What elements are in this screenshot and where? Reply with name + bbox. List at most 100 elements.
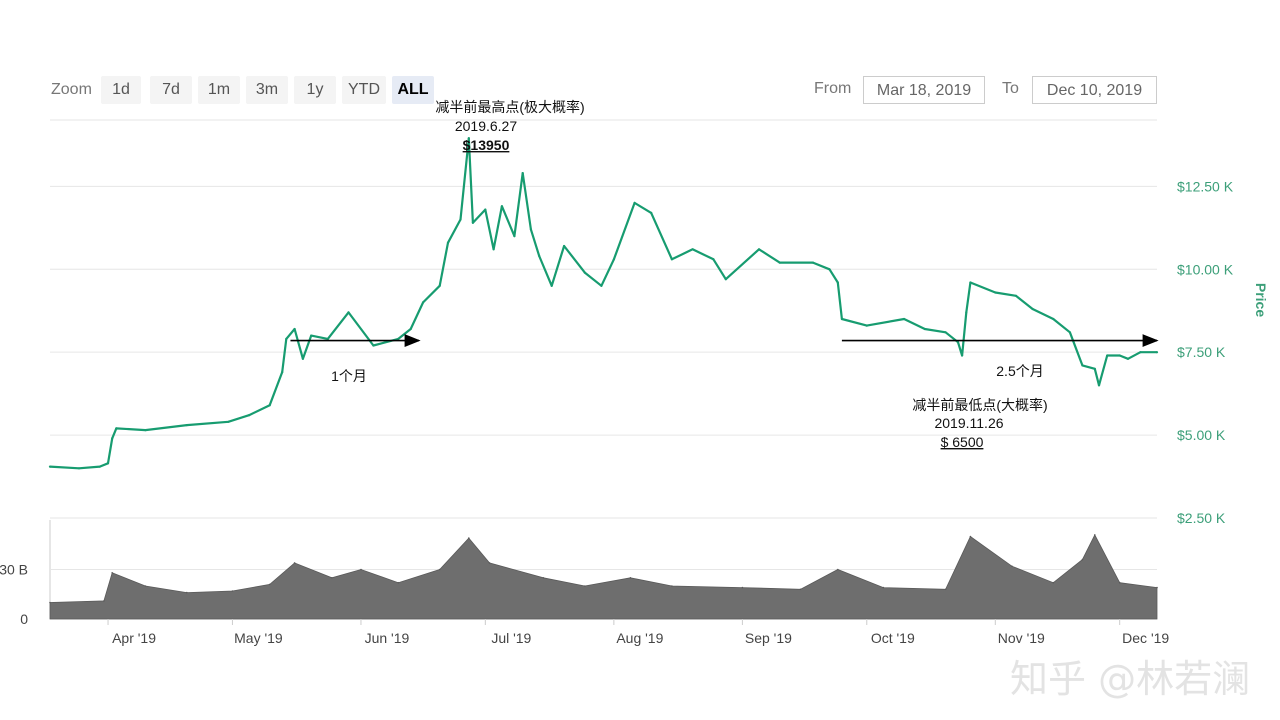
x-tick-label: Dec '19: [1122, 630, 1169, 646]
volume-point: [293, 562, 296, 564]
volume-point: [542, 577, 545, 579]
price-point: [98, 465, 101, 468]
zoom-7d-button[interactable]: 7d: [150, 76, 192, 104]
volume-point: [231, 590, 234, 592]
price-point: [293, 327, 296, 331]
price-point: [1093, 367, 1096, 370]
price-point: [1126, 357, 1130, 360]
price-point: [1052, 317, 1055, 321]
volume-point: [837, 568, 839, 571]
price-point: [492, 248, 495, 251]
price-point: [811, 261, 815, 264]
price-point: [1081, 364, 1084, 367]
price-point: [397, 337, 400, 340]
price-point: [446, 241, 450, 244]
price-point: [326, 337, 329, 340]
price-point: [422, 301, 425, 304]
price-point: [1118, 354, 1121, 357]
volume-area-path: [49, 534, 1158, 620]
price-point: [1155, 351, 1159, 354]
volume-point: [629, 577, 632, 579]
x-tick-label: Apr '19: [112, 630, 156, 646]
price-point: [778, 261, 781, 264]
annotation-low: 减半前最低点(大概率) 2019.11.26 $ 6500: [912, 397, 1047, 450]
price-point: [521, 172, 524, 175]
price-point: [301, 357, 304, 360]
price-point: [227, 420, 230, 423]
price-point: [969, 281, 972, 284]
y-axis-label: Price: [1253, 283, 1269, 317]
volume-point: [488, 562, 491, 564]
volume-point: [741, 586, 744, 589]
to-label: To: [1002, 80, 1019, 97]
price-point: [471, 221, 474, 224]
annotation-high-date: 2019.6.27: [455, 118, 517, 134]
annotation-high-price: $13950: [463, 137, 510, 153]
price-point: [247, 414, 251, 417]
zoom-ytd-button[interactable]: YTD: [342, 76, 386, 104]
price-point: [538, 254, 541, 258]
price-line: [49, 137, 1157, 470]
price-point: [185, 424, 188, 427]
price-point: [111, 437, 114, 440]
y-tick-label: $10.00 K: [1177, 261, 1234, 277]
price-point: [724, 278, 727, 281]
price-point: [459, 218, 462, 221]
x-tick-label: Sep '19: [745, 630, 792, 646]
price-point: [513, 235, 516, 238]
volume-point: [584, 585, 586, 587]
price-point: [281, 371, 284, 374]
price-point: [1031, 307, 1034, 311]
price-point: [600, 284, 603, 287]
price-point: [670, 258, 674, 261]
price-point: [48, 465, 52, 468]
volume-tick-label: 30 B: [0, 562, 28, 578]
price-point: [268, 404, 271, 407]
volume-point: [1094, 534, 1096, 536]
x-tick-label: Jun '19: [365, 630, 410, 646]
zoom-label: Zoom: [51, 81, 92, 98]
price-point: [550, 284, 553, 287]
x-tick-label: Jul '19: [491, 630, 531, 646]
price-point: [529, 228, 533, 231]
volume-tick-label: 0: [20, 611, 28, 627]
zoom-all-button[interactable]: ALL: [392, 76, 434, 104]
price-point: [372, 344, 375, 347]
price-point: [77, 467, 81, 470]
price-point: [612, 258, 616, 261]
volume-point: [49, 601, 51, 604]
watermark-text: 知乎 @林若澜: [1010, 657, 1251, 701]
price-point: [106, 462, 110, 465]
volume-area: [49, 534, 1158, 620]
price-point: [944, 331, 947, 334]
y-tick-label: $7.50 K: [1177, 344, 1226, 360]
volume-point: [944, 588, 947, 591]
toolbar: Zoom 1d 7d 1m 3m 1y YTD ALL From Mar 18,…: [0, 0, 1280, 110]
price-point: [583, 271, 586, 274]
price-point: [994, 291, 997, 294]
x-tick-label: Nov '19: [998, 630, 1045, 646]
price-point: [650, 211, 653, 214]
to-date-input[interactable]: Dec 10, 2019: [1032, 76, 1157, 104]
price-point: [712, 258, 715, 261]
from-date-input[interactable]: Mar 18, 2019: [863, 76, 985, 104]
arrow2-label: 2.5个月: [996, 363, 1043, 379]
price-point: [115, 427, 118, 430]
price-point: [409, 327, 412, 331]
price-point: [965, 311, 968, 314]
price-point: [840, 317, 844, 321]
annotation-high-title: 减半前最高点(极大概率): [435, 99, 584, 115]
price-point: [1106, 354, 1109, 357]
zoom-1m-button[interactable]: 1m: [198, 76, 240, 104]
axes: $2.50 K $5.00 K $7.50 K $10.00 K $12.50 K 30 …: [0, 178, 1234, 646]
zoom-3m-button[interactable]: 3m: [246, 76, 288, 104]
volume-point: [1081, 558, 1084, 561]
grid-lines: [49, 119, 1157, 620]
zoom-1y-button[interactable]: 1y: [294, 76, 336, 104]
y-tick-label: $5.00 K: [1177, 427, 1226, 443]
annotation-high: 减半前最高点(极大概率) 2019.6.27 $13950: [435, 99, 584, 153]
price-point: [438, 284, 441, 287]
volume-point: [799, 588, 802, 591]
x-tick-label: Oct '19: [871, 630, 915, 646]
zoom-1d-button[interactable]: 1d: [101, 76, 141, 104]
